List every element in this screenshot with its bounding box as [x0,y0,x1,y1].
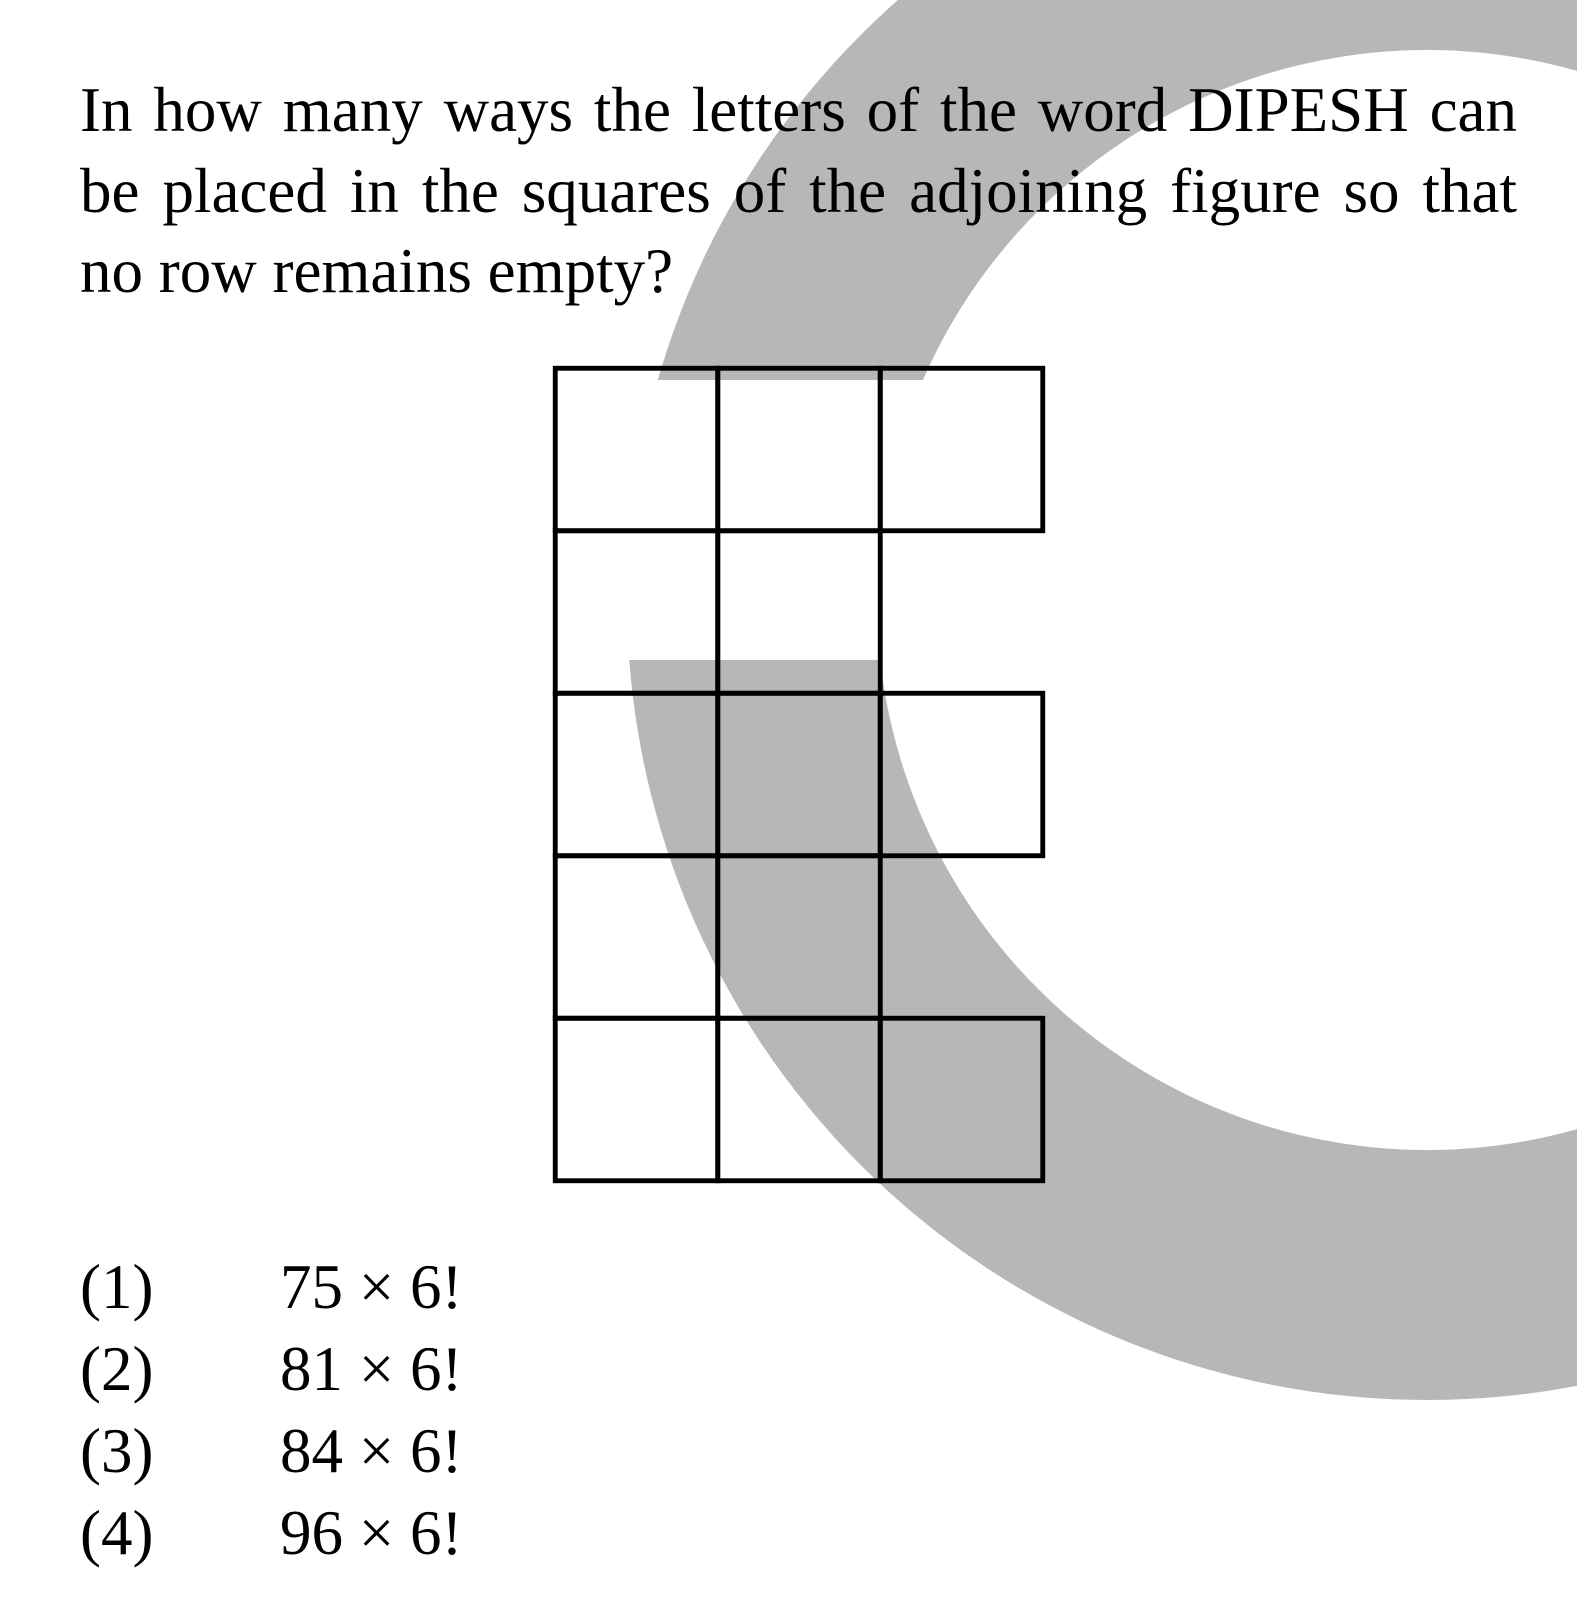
option-3-text: 84 × 6! [280,1411,463,1493]
grid-cell [717,531,880,694]
grid-cell [717,856,880,1019]
option-2: (2) 81 × 6! [80,1329,1517,1411]
figure-container [80,352,1517,1197]
option-4-num: (4) [80,1493,280,1575]
grid-cell [880,693,1043,856]
question-text: In how many ways the letters of the word… [80,70,1517,312]
option-1-text: 75 × 6! [280,1247,463,1329]
grid-cell [717,1018,880,1181]
option-3: (3) 84 × 6! [80,1411,1517,1493]
grid-cell [880,368,1043,531]
answer-options: (1) 75 × 6! (2) 81 × 6! (3) 84 × 6! (4) … [80,1247,1517,1575]
page-content: In how many ways the letters of the word… [0,0,1577,1574]
grid-cell [555,693,718,856]
grid-cell [555,368,718,531]
grid-cell [880,1018,1043,1181]
option-2-num: (2) [80,1329,280,1411]
option-1-num: (1) [80,1247,280,1329]
grid-cell [717,693,880,856]
option-4: (4) 96 × 6! [80,1493,1517,1575]
option-1: (1) 75 × 6! [80,1247,1517,1329]
grid-cell [555,856,718,1019]
grid-figure [539,352,1059,1197]
grid-cell [555,1018,718,1181]
option-2-text: 81 × 6! [280,1329,463,1411]
option-4-text: 96 × 6! [280,1493,463,1575]
grid-cell [717,368,880,531]
option-3-num: (3) [80,1411,280,1493]
grid-cell [555,531,718,694]
